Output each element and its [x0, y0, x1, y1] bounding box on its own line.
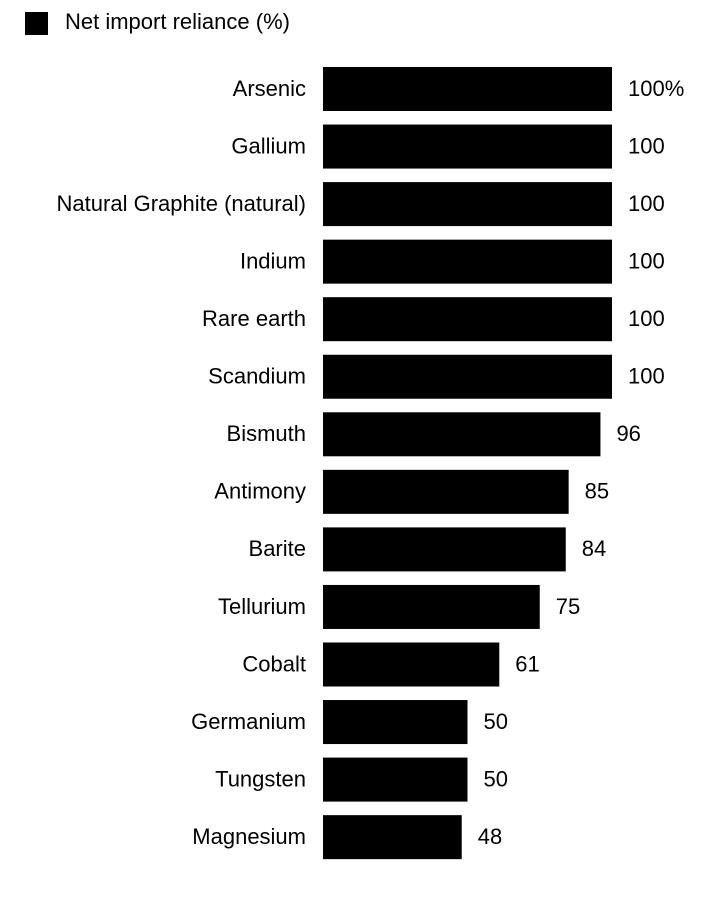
category-label: Gallium — [231, 133, 306, 158]
value-label: 84 — [582, 536, 606, 561]
bar — [323, 124, 612, 169]
value-label: 100 — [628, 364, 665, 389]
bar — [323, 642, 500, 687]
value-label: 50 — [484, 709, 508, 734]
bar — [323, 815, 462, 860]
category-label: Cobalt — [242, 651, 306, 676]
category-label: Barite — [249, 536, 306, 561]
bar — [323, 182, 612, 227]
value-label: 85 — [585, 479, 609, 504]
bar — [323, 354, 612, 399]
bar — [323, 527, 566, 572]
category-label: Rare earth — [202, 306, 306, 331]
category-label: Magnesium — [192, 824, 306, 849]
legend-label: Net import reliance (%) — [65, 9, 290, 34]
value-label: 50 — [484, 766, 508, 791]
value-label: 100 — [628, 306, 665, 331]
value-label: 96 — [616, 421, 640, 446]
category-label: Tungsten — [215, 766, 306, 791]
bar — [323, 239, 612, 284]
bar — [323, 67, 612, 111]
value-label: 100 — [628, 191, 665, 216]
legend-swatch — [25, 12, 48, 35]
bar — [323, 469, 569, 514]
category-label: Natural Graphite (natural) — [57, 191, 306, 216]
category-label: Tellurium — [218, 594, 306, 619]
value-label: 48 — [478, 824, 502, 849]
bar — [323, 584, 540, 629]
bar — [323, 757, 468, 802]
value-label: 61 — [515, 651, 539, 676]
value-label: 100% — [628, 76, 684, 101]
bar — [323, 412, 601, 457]
category-label: Indium — [240, 248, 306, 273]
category-label: Antimony — [214, 479, 306, 504]
bar — [323, 297, 612, 342]
category-label: Arsenic — [233, 76, 306, 101]
category-label: Scandium — [208, 364, 306, 389]
value-label: 75 — [556, 594, 580, 619]
category-label: Bismuth — [227, 421, 306, 446]
value-label: 100 — [628, 133, 665, 158]
category-label: Germanium — [191, 709, 306, 734]
value-label: 100 — [628, 248, 665, 273]
bar — [323, 700, 468, 745]
